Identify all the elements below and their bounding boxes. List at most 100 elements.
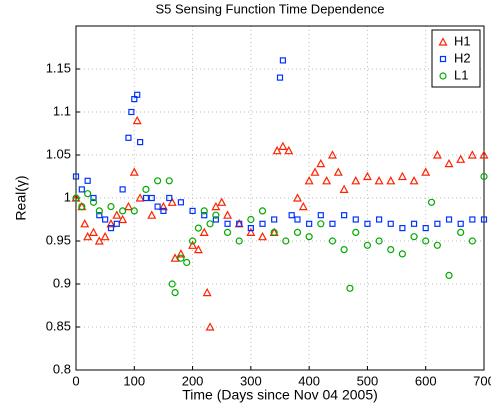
square-marker <box>434 220 441 227</box>
triangle-marker <box>217 197 227 206</box>
triangle-marker <box>322 176 332 185</box>
legend-label: H1 <box>454 33 471 48</box>
square-marker <box>84 177 91 184</box>
square-marker <box>90 194 97 202</box>
triangle-marker <box>292 193 302 202</box>
square-marker <box>113 220 120 227</box>
square-marker <box>102 216 109 223</box>
circle-marker <box>72 194 80 202</box>
square-marker <box>177 199 185 206</box>
circle-marker <box>282 237 290 245</box>
triangle-marker <box>132 115 142 125</box>
triangle-marker <box>304 176 314 185</box>
circle-marker <box>439 72 447 80</box>
y-tick-label: 0.85 <box>46 318 71 333</box>
circle-marker <box>206 220 214 228</box>
square-marker <box>160 207 167 214</box>
square-marker <box>201 212 208 219</box>
triangle-marker <box>167 197 177 206</box>
triangle-marker <box>351 176 361 185</box>
y-tick-label: 0.9 <box>53 275 71 290</box>
triangle-marker <box>118 214 128 224</box>
triangle-marker <box>316 158 326 168</box>
triangle-marker <box>129 167 139 176</box>
x-tick-label: 100 <box>123 373 145 388</box>
triangle-marker <box>88 227 98 236</box>
triangle-marker <box>374 176 384 185</box>
circle-marker <box>165 177 173 185</box>
triangle-marker <box>327 150 337 159</box>
triangle-marker <box>421 167 431 176</box>
plot-frame <box>75 25 485 371</box>
circle-marker <box>468 237 476 245</box>
x-tick-label: 700 <box>473 373 491 388</box>
triangle-marker <box>211 201 221 211</box>
circle-marker <box>177 254 185 262</box>
circle-marker <box>95 207 103 215</box>
circle-marker <box>363 241 372 249</box>
square-marker <box>294 216 301 223</box>
square-marker <box>96 212 103 219</box>
triangle-marker <box>176 249 186 258</box>
triangle-marker <box>333 167 343 176</box>
triangle-marker <box>438 37 448 46</box>
legend-label: H2 <box>454 50 471 65</box>
triangle-marker <box>199 227 209 236</box>
circle-marker <box>188 237 197 245</box>
triangle-marker <box>170 253 180 262</box>
square-marker <box>469 216 476 223</box>
square-marker <box>279 57 287 64</box>
triangle-marker <box>479 150 489 159</box>
circle-marker <box>235 237 243 245</box>
square-marker <box>137 139 144 146</box>
circle-marker <box>258 207 267 215</box>
circle-marker <box>130 207 138 215</box>
square-marker <box>212 216 219 223</box>
legend-label: L1 <box>454 67 468 82</box>
square-marker <box>439 55 447 63</box>
square-marker <box>259 220 266 227</box>
circle-marker <box>142 185 150 193</box>
square-marker <box>399 225 406 232</box>
circle-marker <box>293 228 302 236</box>
triangle-marker <box>246 227 256 236</box>
triangle-marker <box>272 145 282 155</box>
triangle-marker <box>310 167 320 176</box>
y-tick-label: 1.1 <box>53 103 71 118</box>
circle-marker <box>212 211 220 219</box>
square-marker <box>107 225 115 232</box>
triangle-marker <box>456 154 466 163</box>
circle-marker <box>200 207 208 215</box>
circle-marker <box>346 284 354 292</box>
square-marker <box>189 207 196 214</box>
square-marker <box>364 220 371 227</box>
circle-marker <box>270 228 278 236</box>
circle-marker <box>171 289 179 297</box>
triangle-marker <box>100 231 110 241</box>
square-marker <box>306 220 313 227</box>
triangle-marker <box>106 219 116 228</box>
square-marker <box>422 225 429 232</box>
square-marker <box>271 216 278 223</box>
y-tick-label: 0.8 <box>53 361 71 376</box>
circle-marker <box>445 271 453 279</box>
triangle-marker <box>432 150 442 159</box>
triangle-marker <box>386 176 396 185</box>
circle-marker <box>305 233 313 241</box>
x-axis-label: Time (Days since Nov 04 2005) <box>182 387 378 403</box>
circle-marker <box>247 215 255 224</box>
triangle-marker <box>397 171 407 181</box>
triangle-marker <box>284 145 294 155</box>
square-marker <box>166 194 173 202</box>
y-axis-label: Real(γ) <box>13 175 29 220</box>
circle-marker <box>480 172 488 181</box>
circle-marker <box>457 228 465 236</box>
circle-marker <box>340 246 348 254</box>
triangle-marker <box>444 158 454 168</box>
x-tick-label: 600 <box>415 373 437 388</box>
triangle-marker <box>467 150 477 159</box>
circle-marker <box>398 250 406 258</box>
triangle-marker <box>83 231 93 241</box>
square-marker <box>276 74 284 81</box>
circle-marker <box>183 258 191 267</box>
